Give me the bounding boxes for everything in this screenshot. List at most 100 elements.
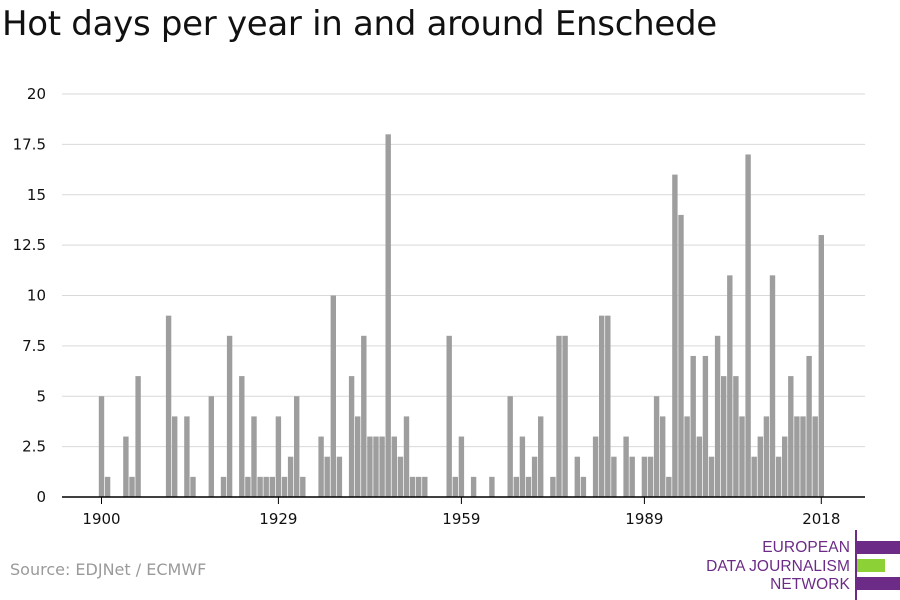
bar [470,476,477,497]
bar [397,456,404,497]
bar [556,335,562,497]
bar [653,396,660,497]
y-tick-label: 7.5 [22,337,46,355]
bar [678,214,684,497]
bar [245,476,251,497]
bar [275,416,282,497]
x-tick-label: 2018 [802,510,840,528]
y-tick-label: 15 [27,186,46,204]
bar [745,154,751,497]
bar [672,174,678,497]
bar [403,416,410,497]
bar [263,476,269,497]
bar [605,315,611,497]
bar [702,355,709,497]
logo-bar [857,559,885,572]
bar [794,416,800,497]
y-tick-label: 0 [36,488,46,506]
logo-bar [857,577,900,590]
bar [818,235,824,498]
logo-text-line: DATA JOURNALISM [706,558,850,575]
bar [104,476,111,497]
y-tick-label: 12.5 [13,236,46,254]
bar [336,456,343,497]
y-tick-label: 17.5 [13,135,46,153]
bar [379,436,385,497]
bar [172,416,178,497]
axes: 0 2.5 5 7.5 10 12.5 15 17.5 20 1900 1929 1959 1989 20… [13,85,865,528]
bar [409,476,416,497]
bar [269,476,275,497]
bar [580,476,587,497]
bar [739,416,745,497]
bar [165,315,172,497]
bar [696,436,702,497]
bar [98,396,105,497]
source-note: Source: EDJNet / ECMWF [10,560,207,579]
bar [220,476,227,497]
logo-text-line: NETWORK [770,576,850,593]
bar [416,476,422,497]
edjnet-logo: EUROPEAN DATA JOURNALISM NETWORK [700,530,900,600]
bar [714,335,721,497]
y-tick-label: 5 [36,387,46,405]
bar [775,456,782,497]
bar [373,436,379,497]
bar [788,376,794,497]
bar [757,436,763,497]
bar [385,134,391,498]
bar [257,476,263,497]
bar [318,436,324,497]
bar [806,355,812,497]
bar [538,416,544,497]
bar [190,476,196,497]
bar [641,456,648,497]
bar [531,456,538,497]
bar [660,416,666,497]
bar [348,376,355,497]
chart-title: Hot days per year in and around Enschede [2,4,717,44]
gridlines [62,93,865,448]
bar [123,436,129,497]
bar [611,456,617,497]
bar [324,456,330,497]
bar [184,416,190,497]
bar [721,376,727,497]
bar [666,476,672,497]
bar [629,456,635,497]
bar [355,416,361,497]
bar [782,436,788,497]
bar [647,456,654,497]
bar [727,275,733,497]
y-tick-label: 20 [27,85,46,103]
bar [391,436,397,497]
bar [812,416,818,497]
bar [251,416,257,497]
bar [208,396,214,497]
bar [458,436,465,497]
bar [330,295,336,497]
bar [763,416,770,497]
bar [287,456,294,497]
bar [623,436,629,497]
bar [300,476,306,497]
bar [550,476,556,497]
logo-bar [857,541,900,554]
bar [422,476,428,497]
bar [513,476,519,497]
bar [239,376,245,497]
bar [574,456,580,497]
bar [690,355,696,497]
logo-divider [855,530,857,600]
y-tick-label: 10 [27,287,46,305]
x-tick-label: 1900 [82,510,120,528]
logo-text-line: EUROPEAN [762,539,850,556]
bar [592,436,599,497]
x-tick-label: 1989 [625,510,663,528]
bar [751,456,757,497]
bar [562,335,568,497]
bar [129,476,135,497]
bar [708,456,715,497]
x-tick-label: 1929 [259,510,297,528]
